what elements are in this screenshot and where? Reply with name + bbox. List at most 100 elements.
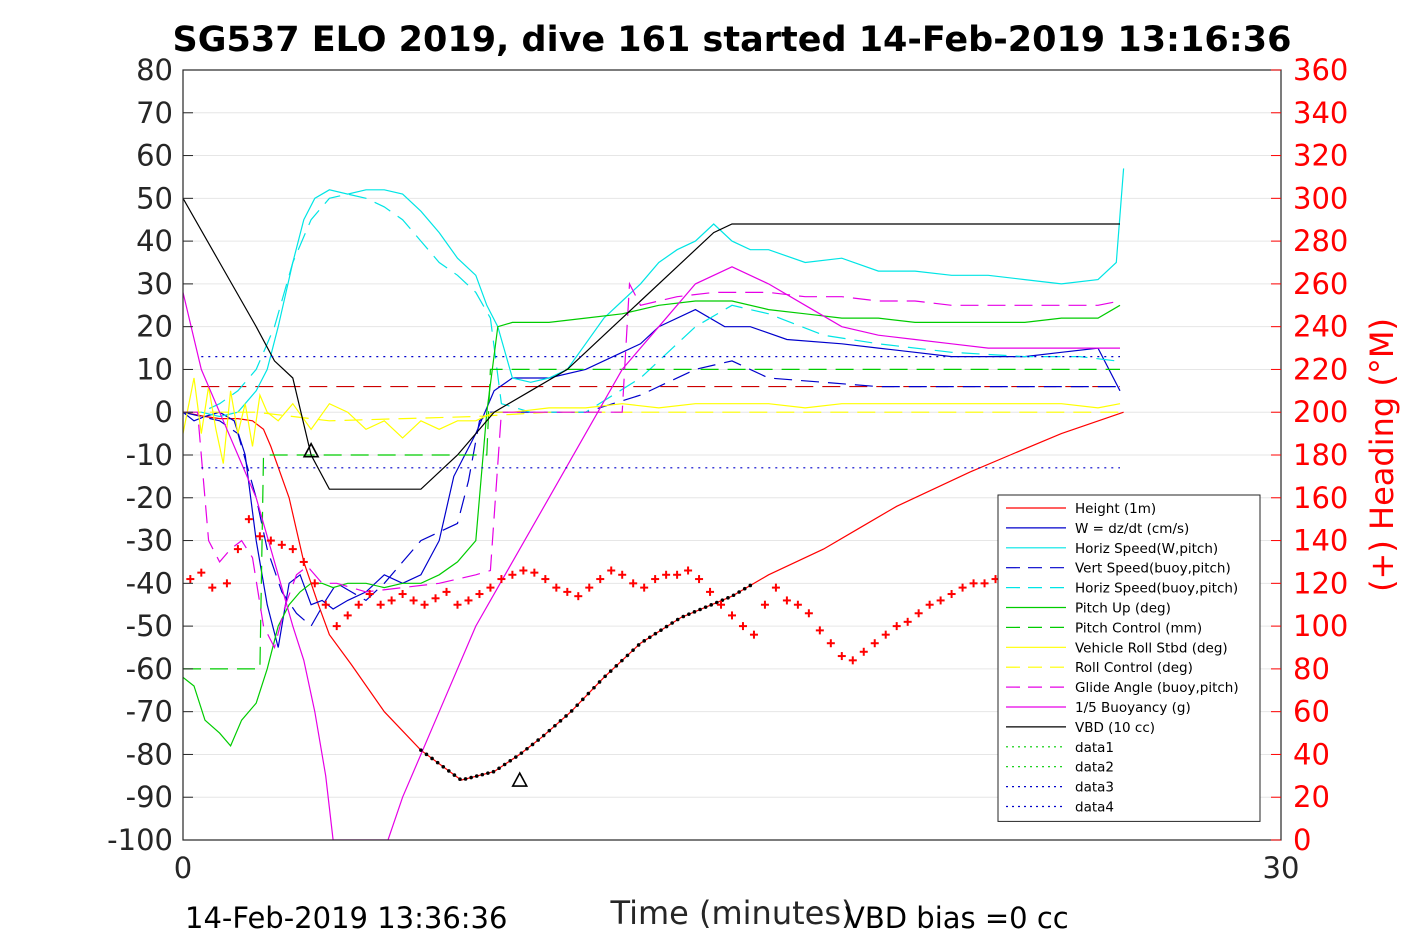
series-line xyxy=(183,198,1120,490)
x-axis-label: Time (minutes) xyxy=(610,894,854,932)
height-dot xyxy=(430,756,434,761)
y-tick-label: -20 xyxy=(126,481,173,515)
height-dot xyxy=(424,752,429,757)
height-dot xyxy=(620,658,624,663)
y-tick-label: 0 xyxy=(155,395,173,429)
legend-label: Horiz Speed(buoy,pitch) xyxy=(1075,581,1238,597)
heading-point xyxy=(914,609,923,618)
heading-point xyxy=(266,536,275,545)
heading-point xyxy=(420,600,429,609)
heading-point xyxy=(903,617,912,626)
height-dot xyxy=(502,762,507,767)
y-right-tick-label: 40 xyxy=(1293,737,1330,771)
y-right-tick-label: 100 xyxy=(1293,609,1348,643)
heading-point xyxy=(497,575,506,584)
height-dot xyxy=(737,590,741,594)
height-dot xyxy=(709,603,714,607)
y-axis-right-label: (+) Heading (°M) xyxy=(1363,318,1401,592)
height-dot xyxy=(419,748,423,752)
heading-point xyxy=(793,600,802,609)
y-axis-right: 3603403203002802602402202001801601401201… xyxy=(1271,53,1348,857)
heading-point xyxy=(277,540,286,549)
y-tick-label: 50 xyxy=(136,181,173,215)
series-line xyxy=(183,300,1121,748)
height-dot xyxy=(648,635,652,640)
heading-point xyxy=(453,600,462,609)
heading-point xyxy=(519,566,528,575)
heading-point xyxy=(749,630,758,639)
legend-label: Pitch Control (mm) xyxy=(1075,620,1202,636)
height-dot xyxy=(642,639,647,643)
y-right-tick-label: 0 xyxy=(1293,823,1311,857)
heading-point xyxy=(837,652,846,661)
height-dot xyxy=(608,669,613,673)
height-dot xyxy=(441,764,446,769)
heading-point xyxy=(398,590,407,599)
height-dot xyxy=(536,738,540,742)
legend-label: data4 xyxy=(1075,800,1114,816)
heading-point xyxy=(186,575,195,584)
height-dot xyxy=(452,773,457,777)
x-tick-label: 0 xyxy=(174,851,192,885)
height-dot xyxy=(670,621,674,625)
heading-point xyxy=(607,566,616,575)
chart-title: SG537 ELO 2019, dive 161 started 14-Feb-… xyxy=(173,20,1292,60)
height-dot xyxy=(474,774,479,778)
legend-label: Vert Speed(buoy,pitch) xyxy=(1075,561,1231,577)
heading-point xyxy=(673,570,682,579)
y-tick-label: -80 xyxy=(126,737,173,771)
heading-point xyxy=(870,639,879,648)
heading-point xyxy=(738,622,747,631)
heading-point xyxy=(782,596,791,605)
y-right-tick-label: 220 xyxy=(1293,352,1348,386)
heading-point xyxy=(640,583,649,592)
heading-point xyxy=(684,566,693,575)
triangle-marker xyxy=(511,771,529,787)
y-tick-label: -90 xyxy=(126,780,173,814)
height-dot xyxy=(575,703,580,707)
height-dot xyxy=(497,766,501,771)
series-line xyxy=(183,411,1124,781)
height-dot xyxy=(715,600,719,605)
y-right-tick-label: 20 xyxy=(1293,780,1330,814)
y-right-tick-label: 120 xyxy=(1293,566,1348,600)
height-dot xyxy=(458,777,462,782)
height-dot xyxy=(486,771,490,775)
height-dot xyxy=(508,758,513,763)
y-right-tick-label: 240 xyxy=(1293,310,1348,344)
legend-label: Horiz Speed(W,pitch) xyxy=(1075,541,1218,557)
heading-point xyxy=(629,579,638,588)
height-dot xyxy=(480,772,485,777)
heading-point xyxy=(695,575,704,584)
heading-point xyxy=(826,639,835,648)
legend-label: VBD (10 cc) xyxy=(1075,720,1155,736)
heading-point xyxy=(541,575,550,584)
y-tick-label: 20 xyxy=(136,310,173,344)
heading-point xyxy=(969,579,978,588)
height-dot xyxy=(603,674,607,679)
heading-point xyxy=(255,532,264,541)
height-dot xyxy=(469,775,473,780)
heading-point xyxy=(815,626,824,635)
y-tick-label: -50 xyxy=(126,609,173,643)
x-axis: 0 30 xyxy=(174,830,1299,885)
heading-point xyxy=(563,587,572,596)
legend-label: data2 xyxy=(1075,760,1114,776)
height-dot xyxy=(636,643,641,647)
y-tick-label: 70 xyxy=(136,96,173,130)
y-tick-label: 60 xyxy=(136,139,173,173)
heading-point xyxy=(925,600,934,609)
heading-point xyxy=(332,622,341,631)
heading-point xyxy=(354,600,363,609)
height-dot xyxy=(687,612,691,616)
y-right-tick-label: 260 xyxy=(1293,267,1348,301)
legend-label: 1/5 Buoyancy (g) xyxy=(1075,700,1191,716)
height-dot xyxy=(614,664,619,668)
heading-point xyxy=(442,587,451,596)
y-tick-label: 40 xyxy=(136,224,173,258)
heading-point xyxy=(431,594,440,603)
heading-point xyxy=(728,611,736,620)
height-dot xyxy=(659,628,663,632)
heading-point xyxy=(848,656,857,665)
series-line xyxy=(183,377,1121,464)
